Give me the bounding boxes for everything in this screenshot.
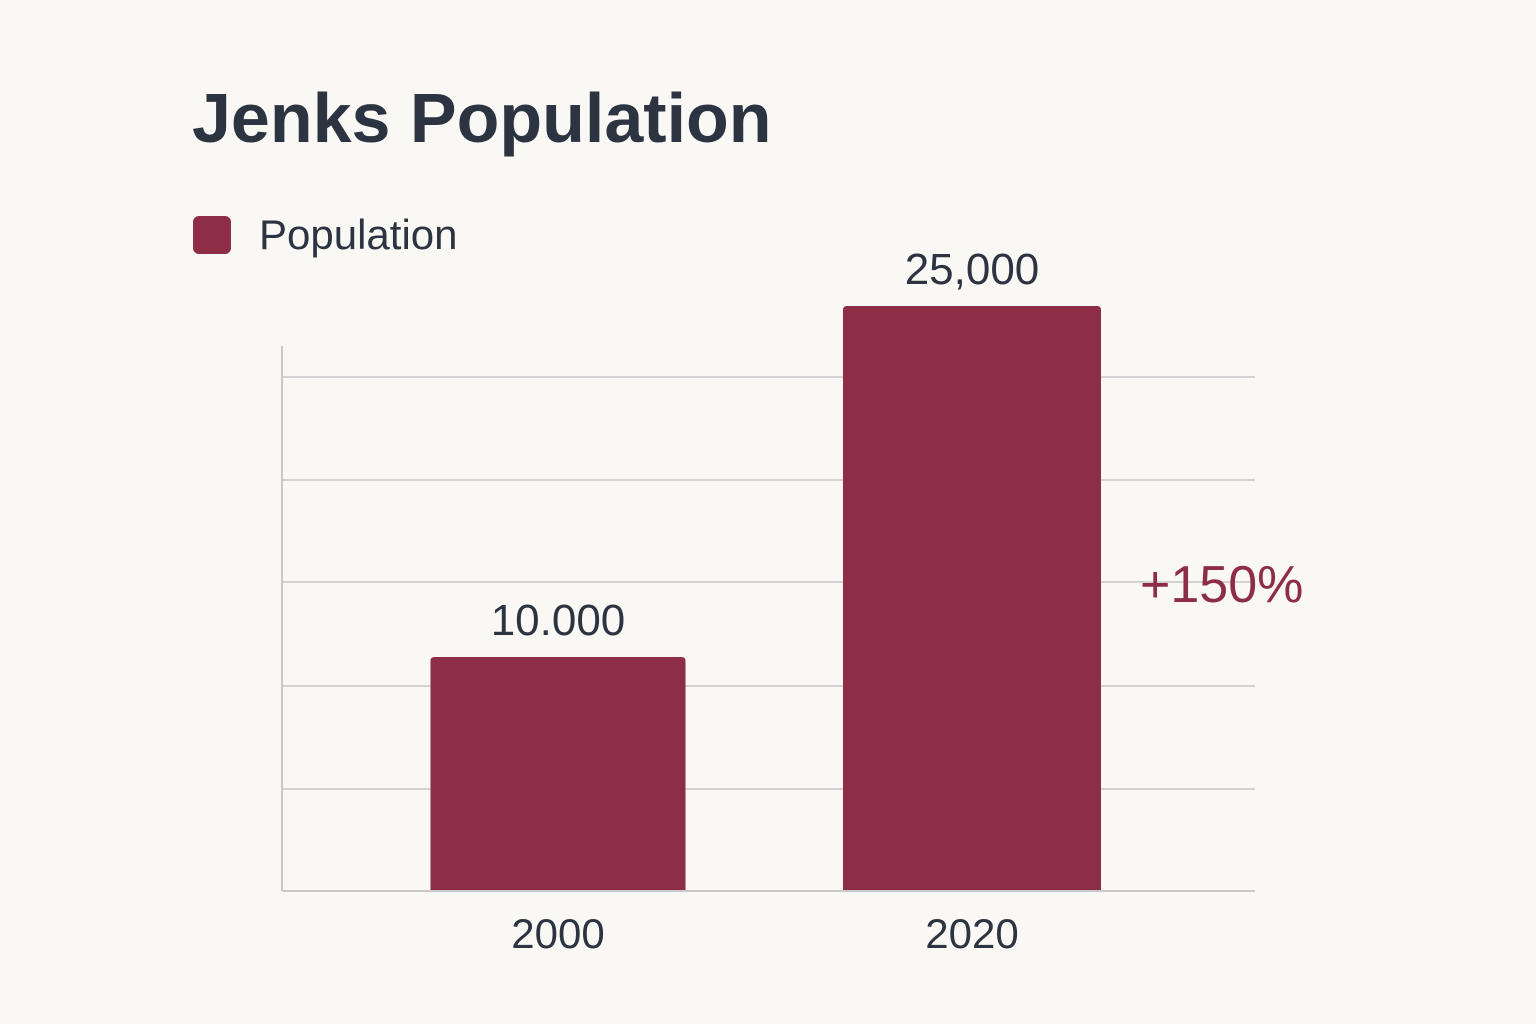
axes (281, 346, 1255, 892)
data-label-2020: 25,000 (905, 245, 1040, 294)
legend-swatch (193, 216, 231, 254)
chart-title: Jenks Population (192, 79, 772, 157)
bar-2020 (843, 306, 1101, 891)
labels: 10.000 2000 25,000 2020 +150% (491, 245, 1304, 957)
grid-lines (282, 376, 1255, 790)
legend: Population (193, 212, 458, 258)
growth-annotation: +150% (1140, 556, 1303, 614)
data-label-2000: 10.000 (491, 596, 626, 645)
bar-2000 (430, 657, 686, 891)
x-tick-label-2020: 2020 (925, 910, 1018, 957)
x-tick-label-2000: 2000 (511, 910, 604, 957)
legend-label: Population (259, 211, 458, 258)
bars (430, 306, 1101, 891)
